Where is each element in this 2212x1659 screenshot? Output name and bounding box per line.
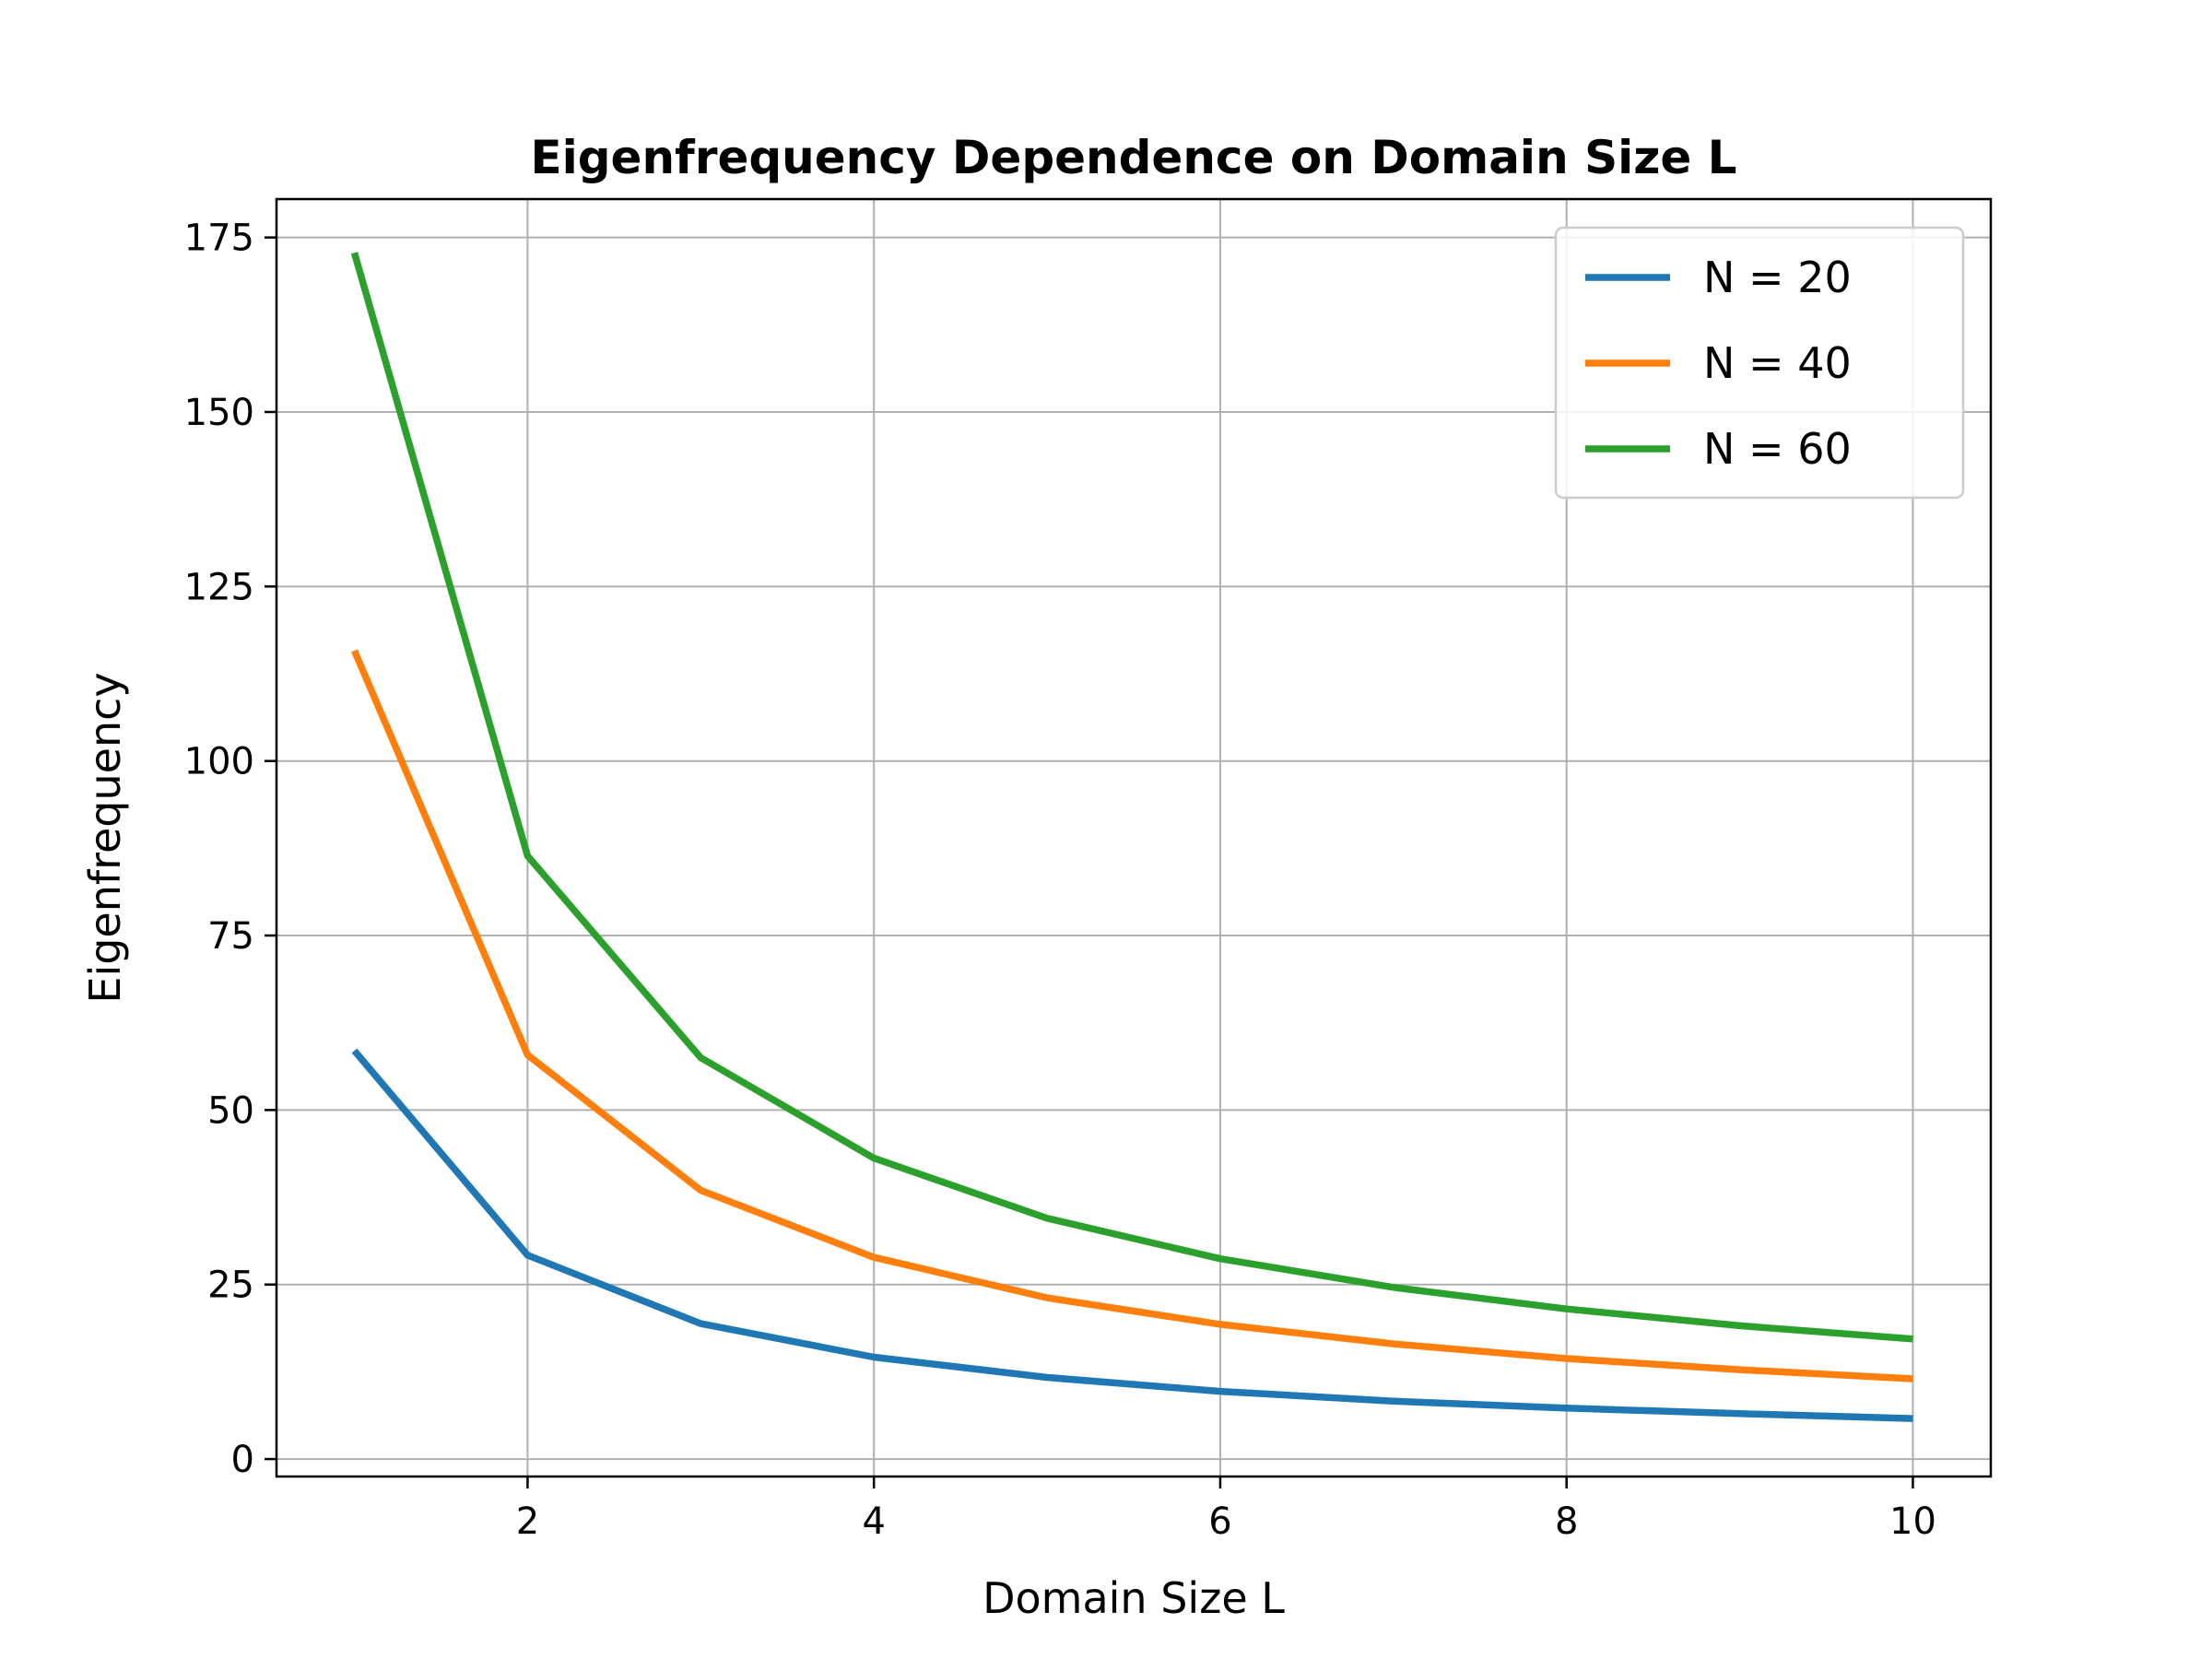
legend-label-1: N = 20 [1703,253,1852,302]
y-tick-label: 150 [184,392,254,434]
y-tick-label: 175 [184,218,254,260]
y-tick-label: 125 [184,566,254,608]
x-tick-label: 2 [516,1500,539,1543]
plot-frame [275,197,1993,1478]
y-tick-label: 100 [184,741,254,783]
series-line-3 [350,252,1913,1343]
x-tick-label: 10 [1889,1500,1936,1543]
legend: N = 20 N = 40 N = 60 [1554,226,1965,500]
grid [276,199,1991,1477]
x-tick-label: 6 [1208,1500,1231,1543]
legend-box [1554,226,1965,500]
y-tick-label: 25 [207,1265,254,1307]
x-axis-label: Domain Size L [982,1573,1285,1623]
series-line-2 [351,649,1913,1382]
y-axis-label: Eigenfrequency [80,672,130,1003]
x-tick-label: 8 [1555,1500,1578,1543]
series-line-1 [351,1048,1913,1422]
x-axis-ticks: 2 4 6 8 10 [516,1477,1936,1543]
y-axis-ticks: 0 25 50 75 100 125 150 175 [184,218,276,1481]
x-tick-label: 4 [862,1500,885,1543]
y-tick-label: 0 [231,1439,254,1481]
chart-title: Eigenfrequency Dependence on Domain Size… [530,131,1736,184]
y-tick-label: 75 [207,915,254,958]
legend-label-3: N = 60 [1703,424,1852,474]
legend-label-2: N = 40 [1703,338,1852,388]
plot-series [350,252,1913,1422]
y-tick-label: 50 [207,1089,254,1132]
